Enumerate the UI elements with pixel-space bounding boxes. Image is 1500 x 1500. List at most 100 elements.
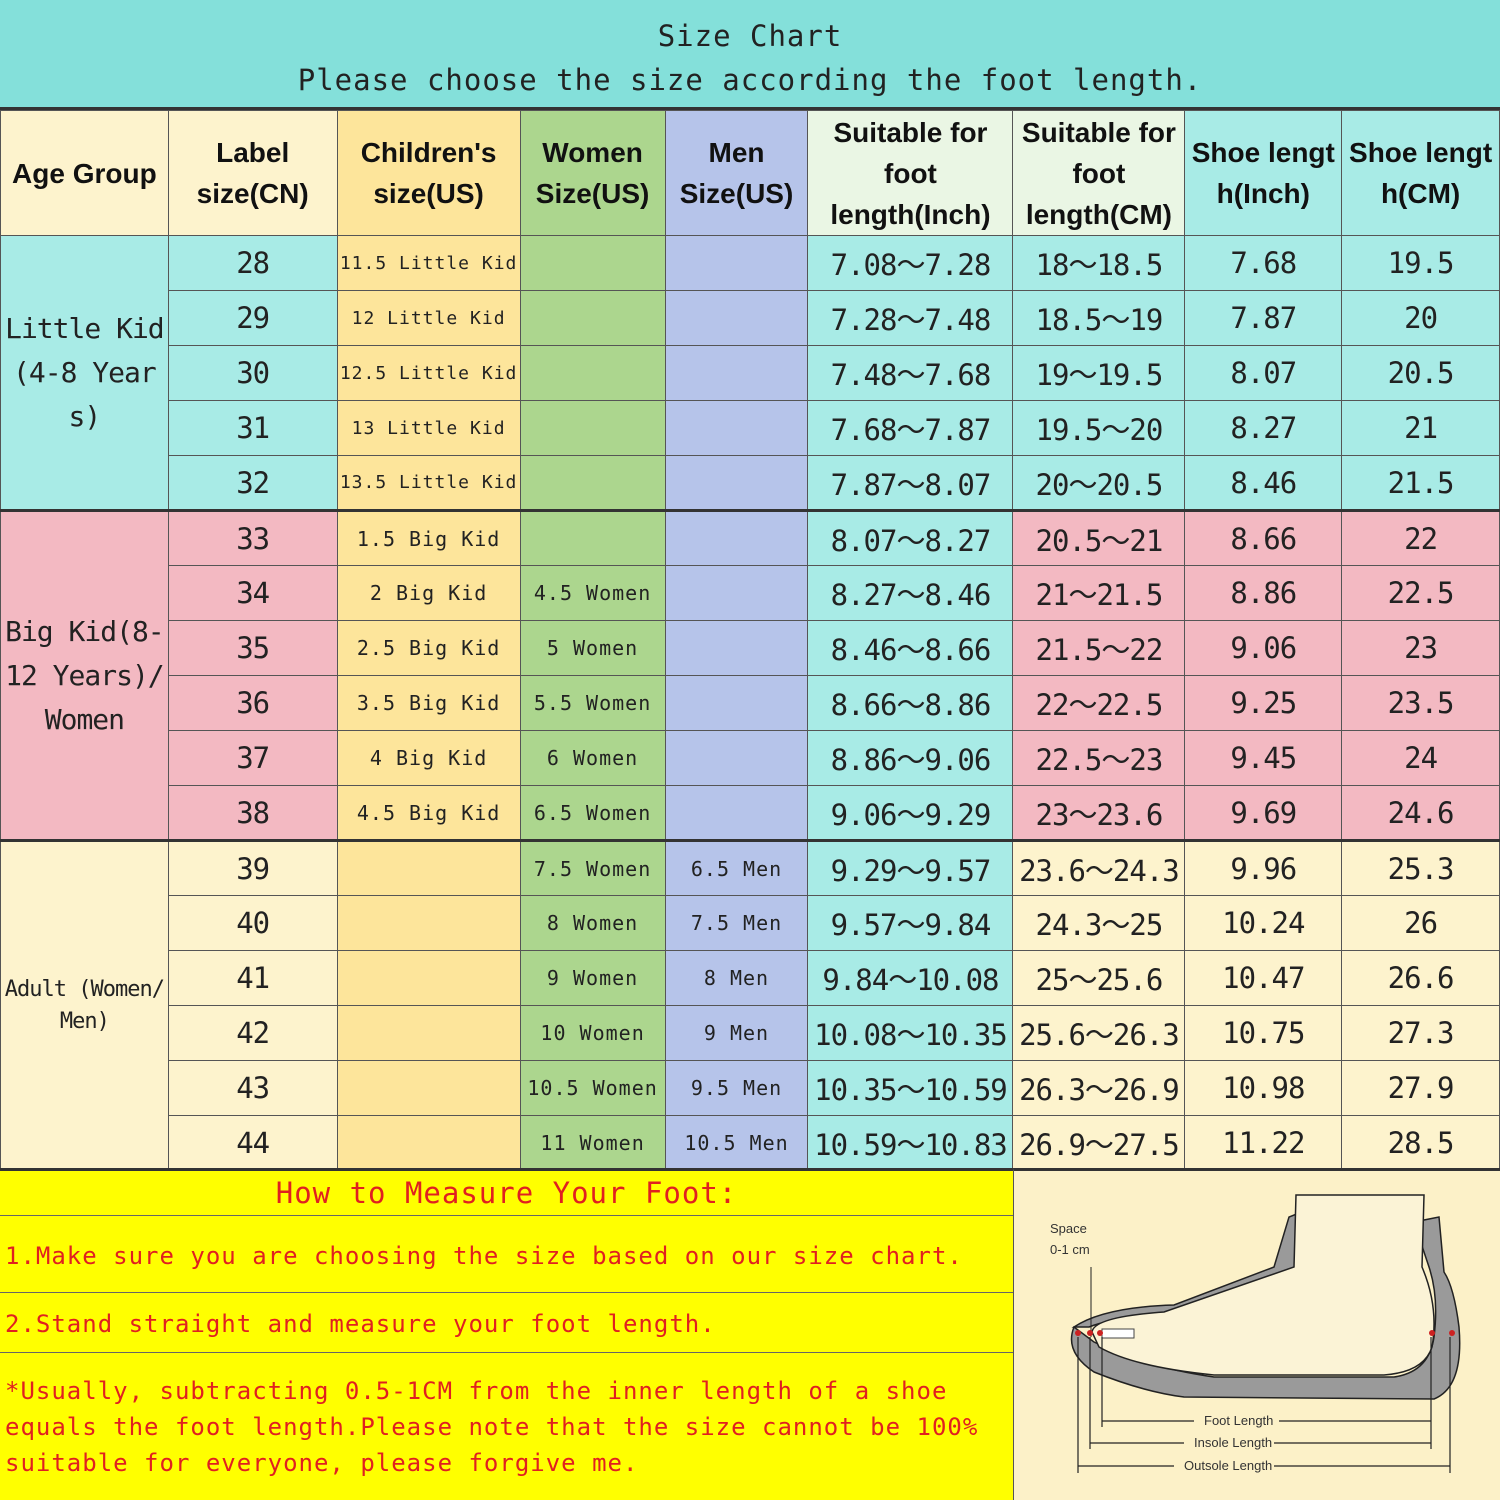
men-size-us-cell — [664, 345, 809, 401]
shoe-length-inch-cell: 9.69 — [1184, 785, 1343, 841]
table-row: 37 4 Big Kid 6 Women 8.86～9.06 22.5～23 9.45 24 — [1, 730, 1500, 786]
shoe-length-inch-cell: 7.68 — [1184, 235, 1343, 291]
women-size-us-cell — [519, 345, 666, 401]
women-size-us-cell: 8 Women — [519, 895, 666, 951]
label-size-cn-cell: 30 — [167, 345, 338, 401]
men-size-us-cell — [664, 400, 809, 456]
table-row: 43 10.5 Women 9.5 Men 10.35～10.59 26.3～26.9 1… — [1, 1060, 1500, 1116]
column-header: Shoe length(CM) — [1341, 110, 1500, 236]
shoe-length-cm-cell: 19.5 — [1341, 235, 1500, 291]
space-value: 0-1 cm — [1050, 1242, 1090, 1257]
age-group-cell: Big Kid(8-12 Years)/Women — [0, 509, 169, 841]
label-size-cn-cell: 36 — [167, 675, 338, 731]
shoe-length-inch-cell: 10.47 — [1184, 950, 1343, 1006]
label-size-cn-cell: 32 — [167, 455, 338, 511]
foot-length-cm-cell: 19.5～20 — [1012, 400, 1186, 456]
foot-length-cm-cell: 26.3～26.9 — [1012, 1060, 1186, 1116]
label-size-cn-cell: 29 — [167, 290, 338, 346]
women-size-us-cell — [519, 235, 666, 291]
shoe-length-cm-cell: 28.5 — [1341, 1115, 1500, 1171]
shoe-length-inch-cell: 9.25 — [1184, 675, 1343, 731]
shoe-length-inch-cell: 9.06 — [1184, 620, 1343, 676]
foot-length-inch-cell: 10.08～10.35 — [807, 1005, 1014, 1061]
children-size-us-cell: 2 Big Kid — [336, 565, 521, 621]
women-size-us-cell: 6.5 Women — [519, 785, 666, 841]
table-row: 41 9 Women 8 Men 9.84～10.08 25～25.6 10.47 26.6 — [1, 950, 1500, 1006]
shoe-length-cm-cell: 22 — [1341, 509, 1500, 566]
women-size-us-cell: 9 Women — [519, 950, 666, 1006]
women-size-us-cell: 10 Women — [519, 1005, 666, 1061]
men-size-us-cell: 6.5 Men — [664, 839, 809, 896]
shoe-length-cm-cell: 27.3 — [1341, 1005, 1500, 1061]
label-size-cn-cell: 37 — [167, 730, 338, 786]
table-row: 40 8 Women 7.5 Men 9.57～9.84 24.3～25 10.24 26 — [1, 895, 1500, 951]
outsole-length-label: Outsole Length — [1184, 1458, 1272, 1473]
title-subtitle: Please choose the size according the foo… — [297, 63, 1203, 97]
men-size-us-cell — [664, 675, 809, 731]
foot-length-inch-cell: 9.57～9.84 — [807, 895, 1014, 951]
column-header: Women Size(US) — [519, 110, 666, 236]
children-size-us-cell: 13.5 Little Kid — [336, 455, 521, 511]
foot-length-cm-cell: 23.6～24.3 — [1012, 839, 1186, 896]
shoe-length-inch-cell: 9.45 — [1184, 730, 1343, 786]
chart-title: Size Chart Please choose the size accord… — [0, 0, 1500, 110]
children-size-us-cell — [336, 1115, 521, 1171]
women-size-us-cell: 4.5 Women — [519, 565, 666, 621]
foot-length-cm-cell: 21.5～22 — [1012, 620, 1186, 676]
column-header: Age Group — [0, 110, 169, 236]
shoe-length-inch-cell: 11.22 — [1184, 1115, 1343, 1171]
foot-length-inch-cell: 10.59～10.83 — [807, 1115, 1014, 1171]
foot-length-cm-cell: 25.6～26.3 — [1012, 1005, 1186, 1061]
foot-length-inch-cell: 8.46～8.66 — [807, 620, 1014, 676]
foot-length-inch-cell: 10.35～10.59 — [807, 1060, 1014, 1116]
men-size-us-cell — [664, 455, 809, 511]
women-size-us-cell: 7.5 Women — [519, 839, 666, 896]
shoe-length-inch-cell: 10.24 — [1184, 895, 1343, 951]
shoe-length-cm-cell: 25.3 — [1341, 839, 1500, 896]
shoe-length-cm-cell: 24.6 — [1341, 785, 1500, 841]
men-size-us-cell — [664, 235, 809, 291]
children-size-us-cell: 11.5 Little Kid — [336, 235, 521, 291]
table-row: 42 10 Women 9 Men 10.08～10.35 25.6～26.3 10.75… — [1, 1005, 1500, 1061]
shoe-length-cm-cell: 26 — [1341, 895, 1500, 951]
table-row: Little Kid(4-8 Years) 28 11.5 Little Kid 7.… — [0, 235, 1500, 511]
women-size-us-cell — [519, 509, 666, 566]
men-size-us-cell — [664, 565, 809, 621]
table-row: 29 12 Little Kid 7.28～7.48 18.5～19 7.87 20 — [1, 290, 1500, 346]
shoe-length-cm-cell: 21.5 — [1341, 455, 1500, 511]
shoe-length-cm-cell: 23 — [1341, 620, 1500, 676]
children-size-us-cell — [336, 895, 521, 951]
women-size-us-cell: 5.5 Women — [519, 675, 666, 731]
shoe-length-cm-cell: 22.5 — [1341, 565, 1500, 621]
column-header: Suitable for foot length(CM) — [1012, 110, 1186, 236]
label-size-cn-cell: 38 — [167, 785, 338, 841]
children-size-us-cell: 2.5 Big Kid — [336, 620, 521, 676]
column-header: Suitable for foot length(Inch) — [807, 110, 1014, 236]
foot-length-inch-cell: 9.84～10.08 — [807, 950, 1014, 1006]
howto-heading: How to Measure Your Foot: — [0, 1171, 1013, 1216]
men-size-us-cell: 7.5 Men — [664, 895, 809, 951]
header-row: Age Group Label size(CN) Children's size(U… — [0, 110, 1500, 236]
label-size-cn-cell: 39 — [167, 839, 338, 896]
shoe-length-inch-cell: 8.07 — [1184, 345, 1343, 401]
table-row: 30 12.5 Little Kid 7.48～7.68 19～19.5 8.07 20.… — [1, 345, 1500, 401]
children-size-us-cell: 12.5 Little Kid — [336, 345, 521, 401]
children-size-us-cell: 12 Little Kid — [336, 290, 521, 346]
shoe-length-inch-cell: 8.66 — [1184, 509, 1343, 566]
shoe-length-inch-cell: 10.75 — [1184, 1005, 1343, 1061]
women-size-us-cell: 10.5 Women — [519, 1060, 666, 1116]
table-row: Big Kid(8-12 Years)/Women 33 1.5 Big Kid 8.… — [0, 509, 1500, 841]
size-table: Age Group Label size(CN) Children's size(U… — [0, 110, 1500, 1171]
foot-length-inch-cell: 7.68～7.87 — [807, 400, 1014, 456]
table-row: 35 2.5 Big Kid 5 Women 8.46～8.66 21.5～22 9.06… — [1, 620, 1500, 676]
children-size-us-cell — [336, 1005, 521, 1061]
foot-length-inch-cell: 9.29～9.57 — [807, 839, 1014, 896]
foot-length-cm-cell: 22～22.5 — [1012, 675, 1186, 731]
label-size-cn-cell: 33 — [167, 509, 338, 566]
shoe-length-cm-cell: 23.5 — [1341, 675, 1500, 731]
women-size-us-cell — [519, 290, 666, 346]
table-row: 34 2 Big Kid 4.5 Women 8.27～8.46 21～21.5 8.86… — [1, 565, 1500, 621]
women-size-us-cell — [519, 455, 666, 511]
men-size-us-cell — [664, 785, 809, 841]
children-size-us-cell: 1.5 Big Kid — [336, 509, 521, 566]
